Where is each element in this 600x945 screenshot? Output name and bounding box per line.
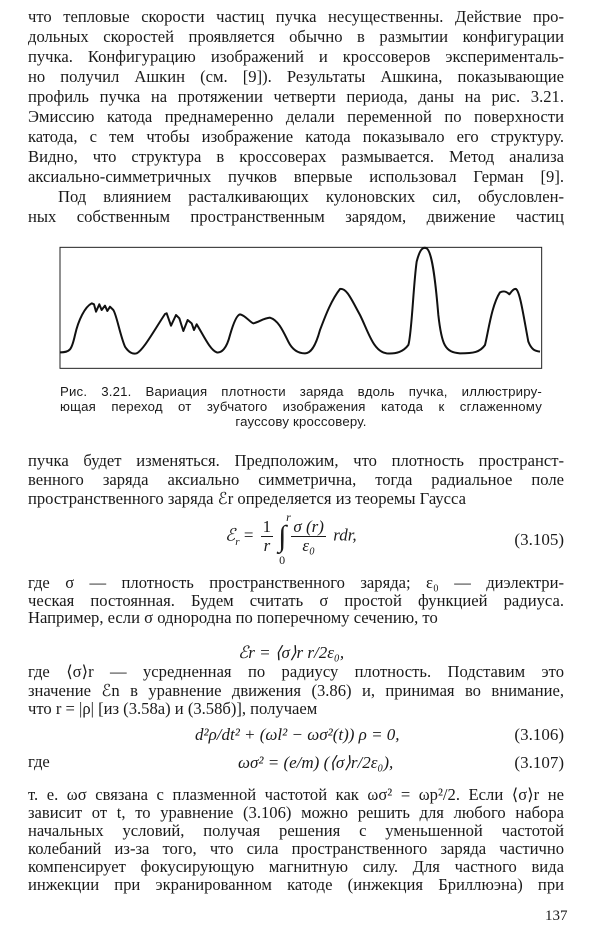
- equation-uniform-field: ℰr = ⟨σ⟩r r/2ε₀,: [238, 643, 345, 662]
- text-line: но получил Ашкин (см. [9]). Результаты А…: [28, 67, 564, 86]
- text-line: т. е. ωσ связана с плазменной частотой к…: [28, 785, 564, 804]
- subscript: r: [235, 535, 240, 548]
- text-line: что тепловые скорости частиц пучка несущ…: [28, 7, 564, 26]
- text-line: колебаний из-за того, что сила пространс…: [28, 839, 564, 858]
- text-line: катода, с тем чтобы изображение катода п…: [28, 127, 564, 146]
- text-where: где: [28, 752, 50, 771]
- text-line: Например, если σ однородна по поперечном…: [28, 608, 438, 627]
- text-line: пространственного заряда ℰr определяется…: [28, 489, 466, 508]
- text-line: инжекции при экранированном катоде (инже…: [28, 875, 564, 894]
- denominator: ε₀: [302, 536, 315, 555]
- equation-number: (3.106): [514, 725, 564, 744]
- text-line: где σ — плотность пространственного заря…: [28, 573, 564, 592]
- denominator: r: [263, 536, 271, 555]
- figure-3-21-charge-density-plot: [59, 246, 543, 369]
- text-line: пучка. Конфигурацию изображений и кроссо…: [28, 47, 564, 66]
- text-line: профиль пучка на протяжении четверти пер…: [28, 87, 564, 106]
- caption-line: Рис. 3.21. Вариация плотности заряда вдо…: [60, 384, 542, 399]
- figure-frame: [59, 246, 543, 369]
- text-line: где ⟨σ⟩r — усредненная по радиусу плотно…: [28, 662, 564, 681]
- text-line: значение ℰn в уравнение движения (3.86) …: [28, 681, 564, 700]
- text-line: ных собственным пространственным зарядом…: [28, 207, 564, 226]
- text-line: дольных скоростей проявляется обычно в р…: [28, 27, 564, 46]
- equals-sign: =: [243, 525, 254, 545]
- integral-sign: ∫ r 0: [278, 510, 291, 567]
- text-line: Под влиянием расталкивающих кулоновских …: [58, 187, 564, 206]
- text-line: аксиально-симметричных пучков впервые ис…: [28, 167, 564, 186]
- equation-3-105: ℰr = 1 r ∫ r 0 σ (r) ε₀ rdr,: [225, 510, 357, 567]
- fraction: σ (r) ε₀: [291, 518, 326, 555]
- text-line: Эмиссию катода преднамеренно делали пере…: [28, 107, 564, 126]
- text-line: ческая постоянная. Будем считать σ прост…: [28, 591, 564, 610]
- text-line: пучка будет изменяться. Предположим, что…: [28, 451, 564, 470]
- field-symbol: ℰ: [225, 525, 236, 545]
- equation-3-106: d²ρ/dt² + (ωl² − ωσ²(t)) ρ = 0,: [195, 725, 400, 744]
- integral-glyph: ∫: [278, 519, 287, 553]
- density-curve: [59, 246, 541, 355]
- text-line: Видно, что структура в кроссоверах размы…: [28, 147, 564, 166]
- caption-line: гауссову кроссоверу.: [235, 414, 367, 429]
- text-line: компенсирует фокусирующую магнитную силу…: [28, 857, 564, 876]
- equation-3-107: ωσ² = (e/m) (⟨σ⟩r/2ε₀),: [238, 753, 394, 772]
- text-line: венного заряда аксиально симметрична, то…: [28, 470, 564, 489]
- text-line: что r = |ρ| [из (3.58а) и (3.58б)], полу…: [28, 699, 318, 718]
- caption-line: ющая переход от зубчатого изображения ка…: [60, 399, 542, 414]
- page-number: 137: [545, 908, 568, 924]
- upper-limit: r: [286, 509, 291, 524]
- numerator: 1: [260, 517, 274, 537]
- numerator: σ (r): [291, 517, 326, 537]
- equation-number: (3.105): [514, 530, 564, 549]
- lower-limit: 0: [279, 552, 286, 567]
- equation-number: (3.107): [514, 753, 564, 772]
- integrand-tail: rdr,: [333, 525, 357, 545]
- text-line: зависит от t, то уравнение (3.106) можно…: [28, 803, 564, 822]
- text-line: начальных условий, получая решения с уме…: [28, 821, 564, 840]
